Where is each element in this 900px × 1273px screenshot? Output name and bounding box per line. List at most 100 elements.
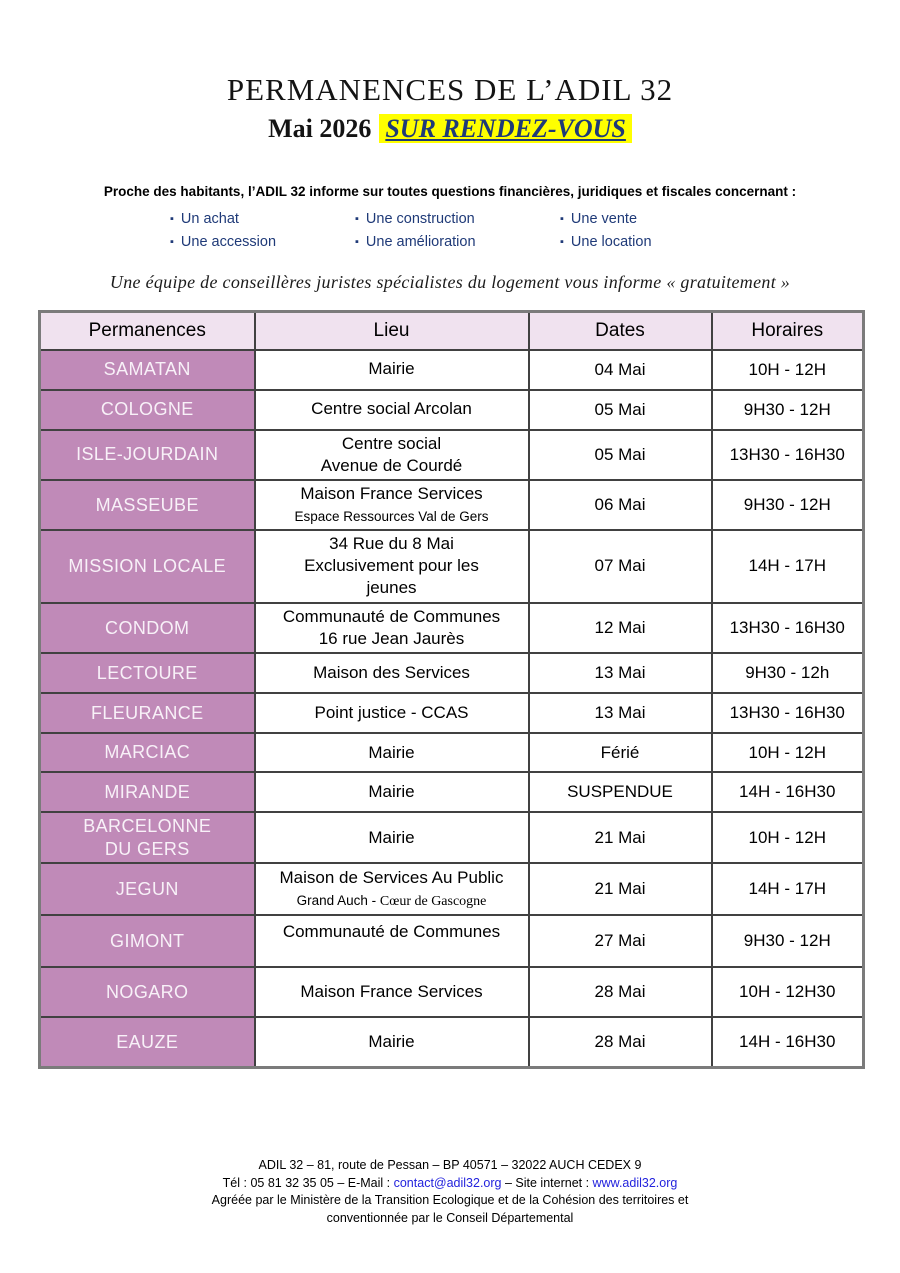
city-cell: COLOGNE: [38, 388, 256, 431]
date-cell: 21 Mai: [527, 862, 713, 917]
table-container: Permanences Lieu Dates Horaires SAMATAN M…: [38, 310, 865, 1069]
date-cell: 12 Mai: [527, 601, 713, 655]
city-cell: JEGUN: [38, 862, 256, 917]
table-row: GIMONT Communauté de Communes 27 Mai 9H30 -…: [38, 914, 865, 969]
table-row: COLOGNE Centre social Arcolan 05 Mai 9H30 -…: [38, 388, 865, 431]
page-title: PERMANENCES DE L’ADIL 32: [226, 72, 674, 107]
lieu-cell: Communauté de Communes: [253, 914, 530, 969]
date-cell: 05 Mai: [527, 428, 713, 481]
hours-cell: 14H - 17H: [710, 528, 865, 604]
list-item: Une location: [560, 234, 730, 250]
lieu-cell: Maison France Services: [253, 966, 530, 1019]
lieu-cell: Centre social Avenue de Courdé: [253, 428, 530, 481]
table-row: BARCELONNE DU GERS Mairie 21 Mai 10H - 12H: [38, 811, 865, 865]
permanences-table: Permanences Lieu Dates Horaires SAMATAN M…: [38, 310, 865, 1069]
date-cell: 28 Mai: [527, 966, 713, 1019]
list-item: Un achat: [170, 211, 355, 227]
table-row: MASSEUBE Maison France Services Espace Res…: [38, 478, 865, 531]
hours-cell: 10H - 12H: [710, 732, 865, 774]
city-cell: ISLE-JOURDAIN: [38, 428, 256, 481]
email-link[interactable]: contact@adil32.org: [393, 1175, 502, 1190]
footer-address: ADIL 32 – 81, route de Pessan – BP 40571…: [258, 1158, 642, 1172]
hours-cell: 13H30 - 16H30: [710, 428, 865, 481]
column-header-permanences: Permanences: [38, 310, 256, 351]
list-item: Une amélioration: [355, 234, 560, 250]
column-header-dates: Dates: [527, 310, 713, 351]
city-cell: MISSION LOCALE: [38, 528, 256, 604]
city-cell: BARCELONNE DU GERS: [38, 811, 256, 865]
list-item: Une vente: [560, 211, 730, 227]
rdv-highlight: SUR RENDEZ-VOUS: [379, 114, 632, 143]
date-cell: 13 Mai: [527, 652, 713, 695]
date-cell: 05 Mai: [527, 388, 713, 431]
hours-cell: 10H - 12H30: [710, 966, 865, 1019]
city-cell: MIRANDE: [38, 771, 256, 814]
title-block: PERMANENCES DE L’ADIL 32 Mai 2026 SUR REN…: [0, 0, 900, 144]
lieu-cell: 34 Rue du 8 Mai Exclusivement pour les jeu…: [253, 528, 530, 604]
date-cell: SUSPENDUE: [527, 771, 713, 814]
lieu-cell: Mairie: [253, 348, 530, 391]
list-item: Une accession: [170, 234, 355, 250]
table-row: MARCIAC Mairie Férié 10H - 12H: [38, 732, 865, 774]
table-row: FLEURANCE Point justice - CCAS 13 Mai 13H30…: [38, 692, 865, 735]
table-row: LECTOURE Maison des Services 13 Mai 9H30 - …: [38, 652, 865, 695]
city-cell: EAUZE: [38, 1016, 256, 1069]
website-link[interactable]: www.adil32.org: [592, 1175, 678, 1190]
hours-cell: 13H30 - 16H30: [710, 601, 865, 655]
hours-cell: 14H - 16H30: [710, 1016, 865, 1069]
date-cell: Férié: [527, 732, 713, 774]
table-body: SAMATAN Mairie 04 Mai 10H - 12H COLOGNE Centr…: [38, 348, 865, 1069]
lieu-cell: Point justice - CCAS: [253, 692, 530, 735]
city-cell: MASSEUBE: [38, 478, 256, 531]
footer-contact: Tél : 05 81 32 35 05 – E-Mail : contact@…: [0, 1175, 900, 1193]
table-row: MIRANDE Mairie SUSPENDUE 14H - 16H30: [38, 771, 865, 814]
hours-cell: 9H30 - 12h: [710, 652, 865, 695]
column-header-lieu: Lieu: [253, 310, 530, 351]
table-row: JEGUN Maison de Services Au Public Grand A…: [38, 862, 865, 917]
lieu-cell: Mairie: [253, 771, 530, 814]
table-row: MISSION LOCALE 34 Rue du 8 Mai Exclusiveme…: [38, 528, 865, 604]
intro-lead: Proche des habitants, l’ADIL 32 informe …: [103, 184, 797, 199]
date-cell: 04 Mai: [527, 348, 713, 391]
list-item: Une construction: [355, 211, 560, 227]
hours-cell: 9H30 - 12H: [710, 388, 865, 431]
city-cell: SAMATAN: [38, 348, 256, 391]
hours-cell: 9H30 - 12H: [710, 914, 865, 969]
city-cell: NOGARO: [38, 966, 256, 1019]
tagline: Une équipe de conseillères juristes spéc…: [109, 272, 791, 292]
hours-cell: 9H30 - 12H: [710, 478, 865, 531]
hours-cell: 10H - 12H: [710, 811, 865, 865]
city-cell: FLEURANCE: [38, 692, 256, 735]
table-header-row: Permanences Lieu Dates Horaires: [38, 310, 865, 351]
hours-cell: 14H - 17H: [710, 862, 865, 917]
lieu-cell: Mairie: [253, 732, 530, 774]
lieu-cell: Mairie: [253, 811, 530, 865]
lieu-cell: Communauté de Communes 16 rue Jean Jaurès: [253, 601, 530, 655]
footer-accreditation-2: conventionnée par le Conseil Département…: [326, 1210, 574, 1225]
date-cell: 06 Mai: [527, 478, 713, 531]
hours-cell: 13H30 - 16H30: [710, 692, 865, 735]
lieu-cell: Mairie: [253, 1016, 530, 1069]
footer-contact-mid: – Site internet :: [501, 1175, 593, 1190]
date-cell: 28 Mai: [527, 1016, 713, 1069]
page-subtitle: Mai 2026 SUR RENDEZ-VOUS: [0, 114, 900, 144]
lieu-cell: Centre social Arcolan: [253, 388, 530, 431]
month-label: Mai 2026: [268, 114, 372, 143]
footer: ADIL 32 – 81, route de Pessan – BP 40571…: [0, 1157, 900, 1227]
footer-accreditation-1: Agréée par le Ministère de la Transition…: [211, 1193, 689, 1207]
date-cell: 27 Mai: [527, 914, 713, 969]
date-cell: 13 Mai: [527, 692, 713, 735]
hours-cell: 14H - 16H30: [710, 771, 865, 814]
city-cell: CONDOM: [38, 601, 256, 655]
lieu-cell: Maison des Services: [253, 652, 530, 695]
city-cell: MARCIAC: [38, 732, 256, 774]
lieu-cell: Maison France Services Espace Ressources …: [253, 478, 530, 531]
topics-list: Un achat Une construction Une vente Une …: [170, 211, 730, 250]
footer-contact-pre: Tél : 05 81 32 35 05 – E-Mail :: [222, 1175, 394, 1190]
column-header-horaires: Horaires: [710, 310, 865, 351]
table-row: ISLE-JOURDAIN Centre social Avenue de Cour…: [38, 428, 865, 481]
table-row: CONDOM Communauté de Communes 16 rue Jean …: [38, 601, 865, 655]
hours-cell: 10H - 12H: [710, 348, 865, 391]
date-cell: 07 Mai: [527, 528, 713, 604]
